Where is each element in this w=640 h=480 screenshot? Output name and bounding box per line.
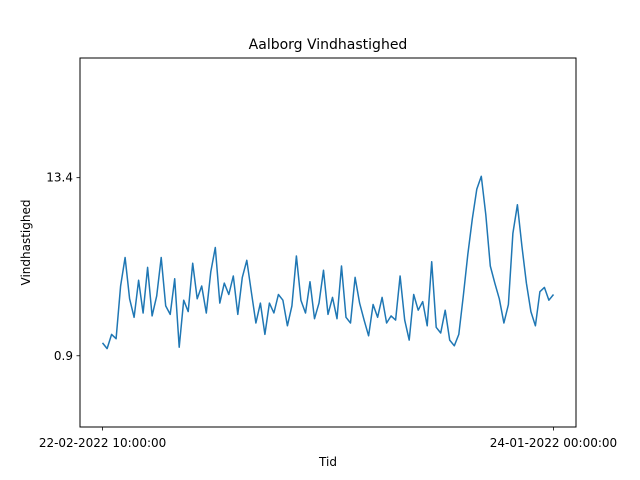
x-tick-label: 24-01-2022 00:00:00 [490, 436, 617, 450]
series-line-1 [101, 175, 555, 350]
y-tick-label: 13.4 [46, 171, 73, 185]
series-layer [101, 175, 555, 350]
chart-title: Aalborg Vindhastighed [249, 37, 408, 53]
x-tick-label: 22-02-2022 10:00:00 [39, 436, 166, 450]
plot-frame [79, 57, 577, 428]
y-axis: 0.9 13.4 [46, 171, 80, 363]
x-axis-label: Tid [318, 455, 337, 469]
x-axis: 22-02-2022 10:00:00 24-01-2022 00:00:00 [39, 427, 617, 450]
y-axis-label: Vindhastighed [19, 200, 33, 286]
y-tick-label: 0.9 [54, 349, 73, 363]
